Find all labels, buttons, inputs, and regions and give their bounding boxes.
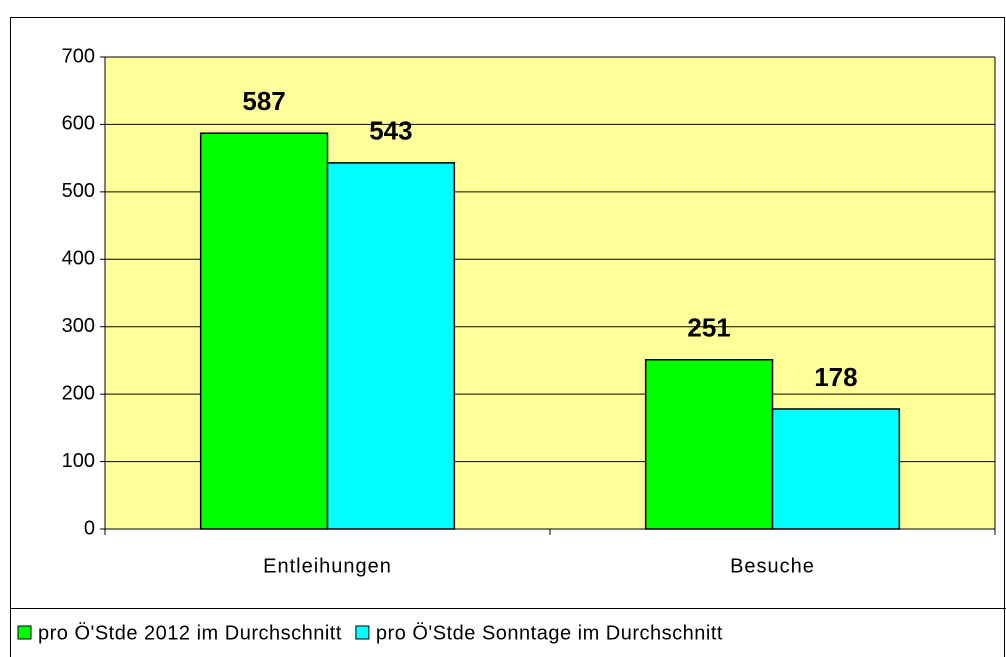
legend-label: pro Ö'Stde 2012 im Durchschnitt	[38, 622, 342, 644]
y-tick-label: 700	[62, 45, 95, 67]
bar	[771, 408, 901, 530]
value-label: 178	[814, 362, 857, 392]
y-tick-label: 0	[84, 517, 95, 539]
x-tick-label: Besuche	[730, 555, 815, 577]
value-label: 587	[242, 86, 285, 116]
y-tick-label: 500	[62, 180, 95, 202]
y-tick-label: 200	[62, 382, 95, 404]
legend-label: pro Ö'Stde Sonntage im Durchschnitt	[376, 622, 723, 644]
bar	[644, 359, 774, 530]
y-tick-label: 600	[62, 113, 95, 135]
y-tick-label: 100	[62, 450, 95, 472]
value-label: 251	[687, 313, 730, 343]
bar	[199, 132, 329, 530]
legend-swatch	[17, 625, 32, 640]
value-label: 543	[369, 116, 412, 146]
x-tick-label: Entleihungen	[263, 555, 392, 577]
legend-swatch	[355, 625, 370, 640]
bar	[326, 162, 456, 530]
y-tick-label: 300	[62, 315, 95, 337]
y-tick-label: 400	[62, 248, 95, 270]
